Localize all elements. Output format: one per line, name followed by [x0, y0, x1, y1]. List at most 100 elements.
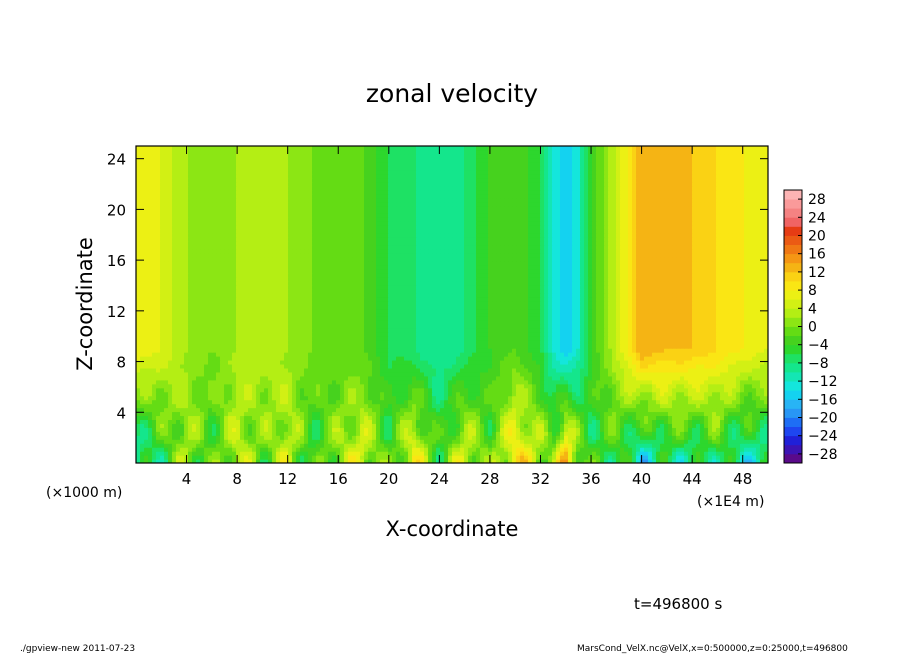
field-cell: [592, 419, 597, 424]
field-cell: [364, 391, 369, 397]
field-cell: [380, 435, 385, 440]
field-cell: [648, 447, 653, 452]
field-cell: [736, 411, 741, 417]
field-cell: [464, 391, 469, 397]
field-cell: [472, 352, 477, 357]
field-cell: [440, 447, 445, 452]
field-cell: [568, 383, 573, 389]
field-cell: [420, 403, 425, 409]
field-cell: [168, 399, 173, 405]
field-cell: [380, 340, 385, 345]
field-cell: [340, 363, 345, 369]
field-cell: [680, 359, 685, 365]
field-cell: [424, 359, 429, 365]
field-cell: [716, 352, 721, 357]
field-cell: [560, 427, 565, 432]
field-cell: [480, 403, 485, 409]
field-cell: [660, 352, 665, 357]
field-cell: [280, 383, 285, 389]
field-cell: [400, 352, 405, 357]
field-cell: [172, 427, 177, 432]
field-cell: [208, 431, 213, 436]
field-cell: [332, 352, 337, 357]
field-cell: [500, 431, 505, 436]
field-cell: [552, 395, 557, 401]
field-cell: [224, 340, 229, 345]
field-cell: [464, 447, 469, 452]
field-cell: [188, 363, 193, 369]
field-cell: [520, 403, 525, 409]
field-cell: [600, 359, 605, 365]
field-cell: [744, 344, 749, 349]
field-cell: [244, 387, 249, 393]
field-cell: [620, 352, 625, 357]
field-cell: [212, 367, 217, 373]
field-cell: [288, 427, 293, 432]
field-cell: [516, 427, 521, 432]
field-cell: [616, 359, 621, 365]
field-cell: [268, 451, 273, 456]
field-cell: [424, 356, 429, 361]
field-cell: [668, 435, 673, 440]
field-cell: [564, 387, 569, 393]
field-cell: [500, 411, 505, 417]
field-cell: [652, 443, 657, 448]
field-cell: [196, 344, 201, 349]
field-cell: [744, 411, 749, 417]
field-cell: [228, 403, 233, 409]
field-cell: [140, 387, 145, 393]
field-cell: [656, 395, 661, 401]
field-cell: [308, 387, 313, 393]
field-cell: [260, 395, 265, 401]
field-cell: [536, 352, 541, 357]
field-cell: [240, 415, 245, 421]
field-cell: [228, 399, 233, 405]
field-cell: [732, 379, 737, 385]
field-cell: [620, 356, 625, 361]
field-cell: [160, 371, 165, 377]
field-cell: [444, 439, 449, 444]
field-cell: [376, 348, 381, 353]
field-cell: [540, 387, 545, 393]
field-cell: [548, 415, 553, 421]
field-cell: [400, 383, 405, 389]
field-cell: [480, 399, 485, 405]
field-cell: [628, 427, 633, 432]
field-cell: [484, 371, 489, 377]
field-cell: [208, 344, 213, 349]
field-cell: [224, 336, 229, 341]
field-cell: [760, 391, 765, 397]
field-cell: [592, 431, 597, 436]
field-cell: [696, 455, 701, 460]
field-cell: [648, 403, 653, 409]
field-cell: [144, 451, 149, 456]
field-cell: [572, 415, 577, 421]
field-cell: [456, 375, 461, 381]
field-cell: [548, 391, 553, 397]
field-cell: [588, 431, 593, 436]
field-cell: [412, 399, 417, 405]
field-cell: [332, 447, 337, 452]
field-cell: [400, 439, 405, 444]
field-cell: [564, 415, 569, 421]
field-cell: [468, 348, 473, 353]
field-cell: [216, 367, 221, 373]
field-cell: [712, 423, 717, 428]
field-cell: [636, 363, 641, 369]
field-cell: [480, 352, 485, 357]
field-cell: [192, 371, 197, 377]
field-cell: [736, 356, 741, 361]
field-cell: [472, 427, 477, 432]
field-cell: [216, 379, 221, 385]
field-cell: [432, 451, 437, 456]
field-cell: [292, 391, 297, 397]
field-cell: [680, 431, 685, 436]
field-cell: [400, 344, 405, 349]
field-cell: [368, 383, 373, 389]
field-cell: [440, 363, 445, 369]
field-cell: [232, 395, 237, 401]
field-cell: [732, 356, 737, 361]
field-cell: [616, 459, 621, 463]
field-cell: [652, 344, 657, 349]
field-cell: [580, 431, 585, 436]
